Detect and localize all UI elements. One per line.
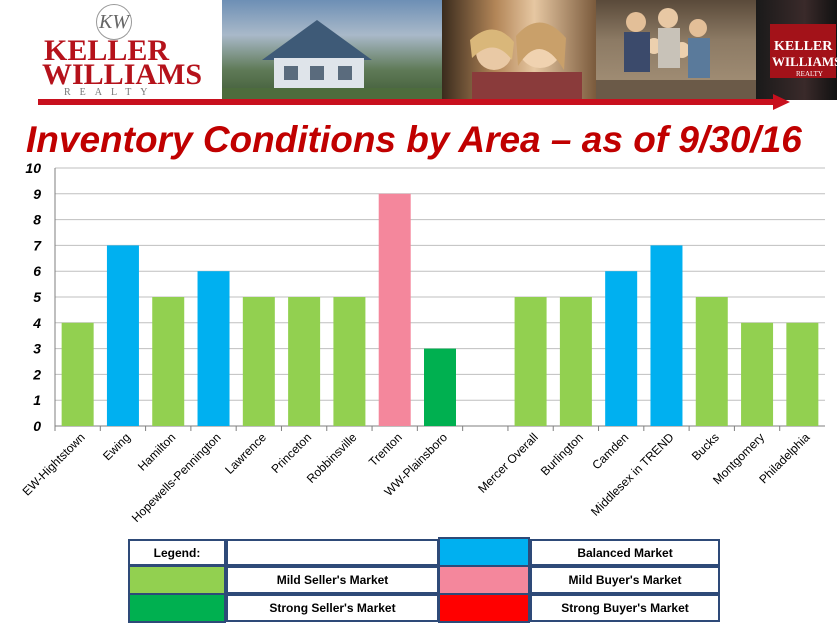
svg-text:WILLIAMS: WILLIAMS [772,54,837,69]
x-tick-label: Princeton [268,430,314,476]
y-tick-label: 0 [33,418,41,434]
bar [61,322,94,426]
logo-williams: WILLIAMS [42,58,203,91]
keller-williams-logo: KW KELLER WILLIAMS REALTY [0,0,222,100]
y-tick-label: 9 [33,186,41,202]
x-tick-label: Camden [589,430,631,472]
legend-label-strong-buyer: Strong Buyer's Market [530,594,720,622]
legend-swatch-mild-buyer [438,565,530,595]
y-tick-label: 10 [25,160,41,176]
family-photo-1 [442,0,596,100]
bar [333,297,366,426]
legend-swatch-strong-buyer [438,593,530,623]
legend-label-mild-seller: Mild Seller's Market [226,566,439,594]
x-tick-label: Lawrence [222,430,269,477]
legend-swatch-balanced [438,537,530,567]
legend-title: Legend: [128,539,226,566]
bar [605,271,638,426]
bar [514,297,547,426]
house-photo [222,0,442,100]
svg-text:REALTY: REALTY [796,70,823,78]
header-banner: KW KELLER WILLIAMS REALTY [0,0,837,112]
logo-realty: REALTY [64,87,157,98]
legend-label-strong-seller: Strong Seller's Market [226,594,439,622]
x-tick-label: Mercer Overall [475,430,541,496]
x-tick-label: EW-Hightstown [20,430,88,498]
bar [695,297,728,426]
legend-swatch-mild-seller [128,565,226,595]
y-tick-label: 5 [33,289,41,305]
x-tick-label: Bucks [689,430,722,463]
bar [424,348,456,426]
bar [741,322,774,426]
y-tick-label: 8 [33,212,41,228]
x-tick-label: Trenton [366,430,405,469]
legend: Legend: Balanced Market Mild Seller's Ma… [128,537,720,623]
bar [559,297,592,426]
bar [197,271,230,426]
family-photo-2 [596,0,756,100]
bar [378,193,411,426]
bar [152,297,185,426]
y-tick-label: 2 [32,366,41,382]
bar [288,297,321,426]
bar [650,245,683,426]
y-tick-label: 7 [33,237,42,253]
bar-chart: 0 1 2 3 4 5 6 7 8 9 10 EW-Hightstown Ewing HamiltonH… [20,160,825,525]
legend-swatch-strong-seller [128,593,226,623]
arrow-bar [38,94,790,110]
x-tick-label: Hopewells-Pennington [129,430,224,525]
y-tick-label: 3 [33,341,41,357]
y-tick-label: 4 [32,315,41,331]
x-tick-label: Middlesex in TREND [588,430,677,519]
bar [106,245,139,426]
bar [786,322,819,426]
x-tick-label: Burlington [538,430,586,478]
x-tick-label: Hamilton [135,430,178,473]
x-tick-label: Ewing [100,430,133,463]
legend-blank-cell [226,539,439,566]
y-tick-label: 6 [33,263,41,279]
sign-photo: KELLER WILLIAMS REALTY [756,0,837,100]
legend-label-balanced: Balanced Market [530,539,720,566]
bar [242,297,275,426]
y-tick-label: 1 [33,392,41,408]
legend-label-mild-buyer: Mild Buyer's Market [530,566,720,594]
svg-text:KELLER: KELLER [774,39,833,54]
logo-keller: KELLER [44,34,170,67]
page-title: Inventory Conditions by Area – as of 9/3… [26,119,802,160]
kw-monogram: KW [96,4,132,40]
